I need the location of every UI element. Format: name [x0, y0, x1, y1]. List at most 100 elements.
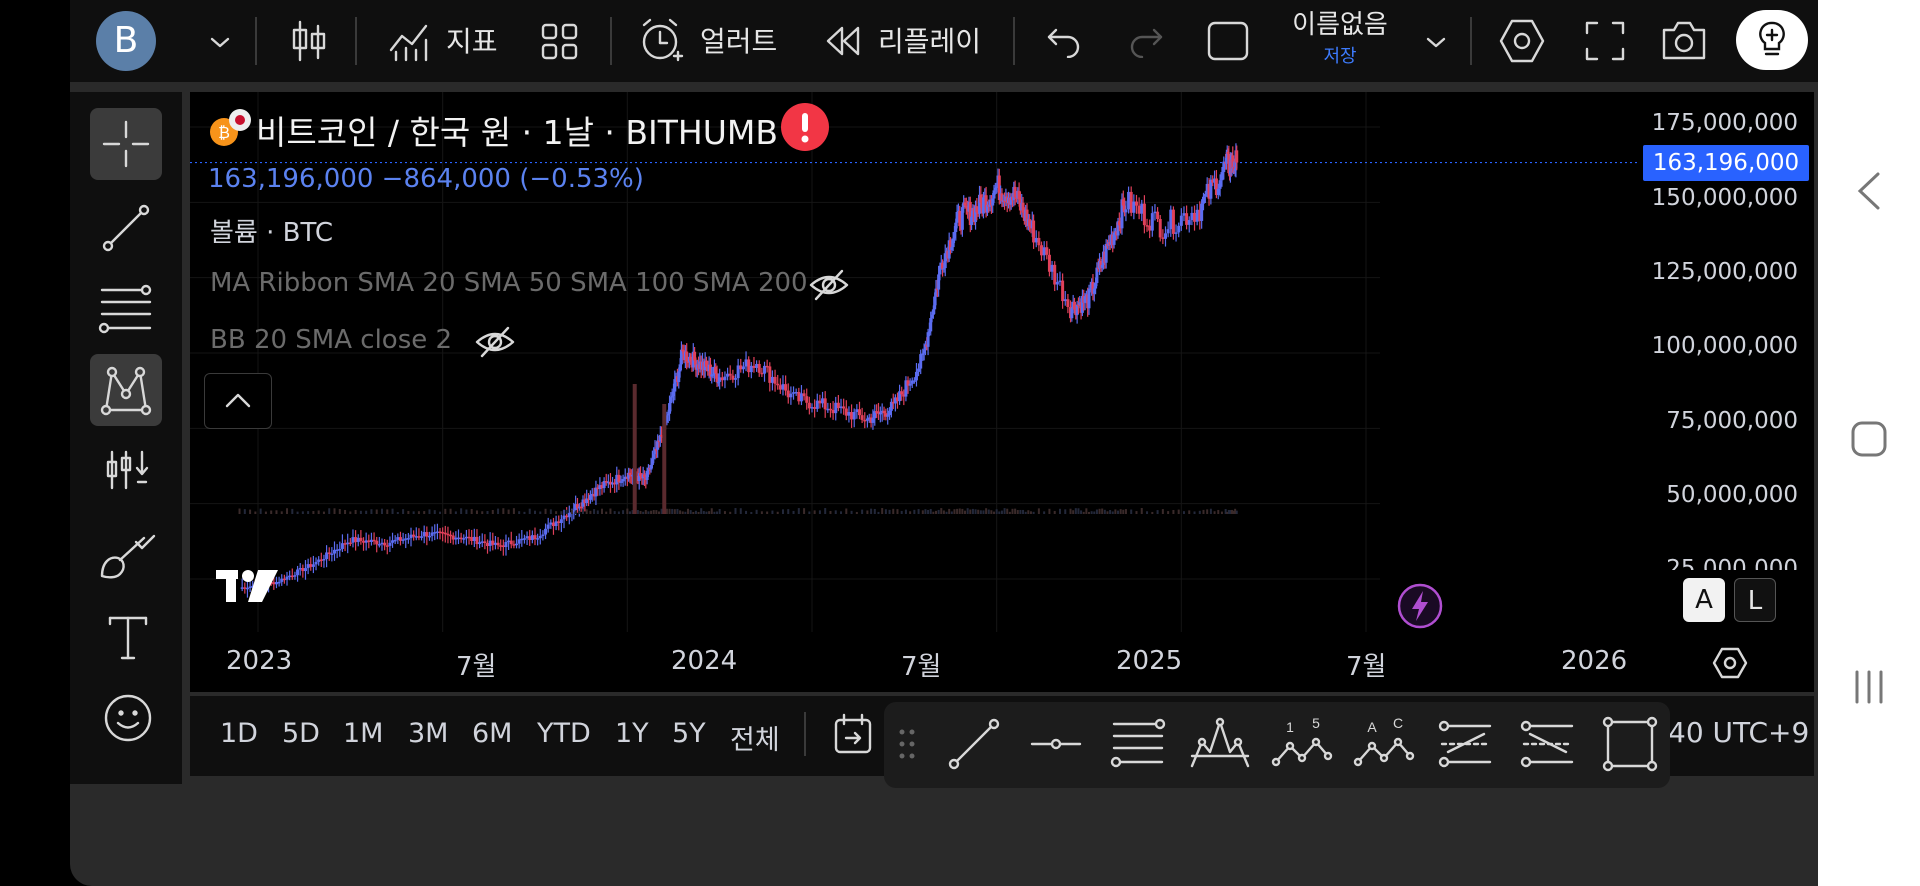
axis-settings-icon[interactable] [1712, 646, 1748, 680]
volume-bar [1072, 510, 1075, 514]
candle-body [752, 365, 756, 368]
rectangle-tool-icon[interactable] [1598, 712, 1662, 776]
indicators-icon[interactable] [388, 20, 430, 62]
candle-body [486, 543, 490, 547]
period-1m[interactable]: 1M [343, 718, 384, 749]
parallel-channel-icon[interactable] [1434, 712, 1498, 776]
alarm-clock-icon[interactable] [638, 16, 684, 64]
candle-body [602, 481, 606, 489]
volume-bar [697, 511, 700, 514]
text-tool-icon[interactable] [106, 612, 150, 662]
replay-button[interactable]: 리플레이 [878, 25, 982, 58]
volume-bar [1135, 511, 1138, 514]
layout-grid-icon[interactable] [540, 22, 580, 62]
horizontal-ray-icon[interactable] [1024, 712, 1088, 776]
volume-bar [570, 509, 573, 514]
candle-body [919, 354, 923, 369]
legend-bollinger[interactable]: BB 20 SMA close 2 [210, 325, 453, 355]
prediction-measure-icon[interactable] [104, 448, 150, 492]
volume-bar [507, 509, 510, 514]
candle-body [604, 481, 608, 483]
period-1y[interactable]: 1Y [615, 718, 649, 749]
volume-bar [977, 509, 980, 514]
candle-body [1124, 209, 1128, 213]
trend-line-icon[interactable] [942, 712, 1006, 776]
time-axis-label: 7월 [1346, 652, 1387, 682]
indicators-button[interactable]: 지표 [446, 25, 498, 58]
period-all[interactable]: 전체 [730, 725, 780, 756]
save-status[interactable]: 저장 [1323, 46, 1357, 67]
home-nav-icon[interactable] [1850, 420, 1888, 458]
chevron-down-icon[interactable] [208, 30, 232, 54]
volume-bar [544, 508, 547, 514]
symbol-title[interactable]: 비트코인 / 한국 원 · 1날 · BITHUMB [256, 113, 779, 152]
alert-button[interactable]: 얼러트 [700, 25, 778, 58]
candle-body [512, 544, 516, 546]
volume-bar [781, 509, 784, 514]
candle-body [393, 539, 397, 542]
eye-hidden-icon[interactable] [808, 268, 850, 302]
fib-levels-icon[interactable] [1106, 712, 1170, 776]
volume-bar [990, 510, 993, 514]
legend-volume[interactable]: 볼륨 · BTC [210, 218, 333, 248]
candle-body [792, 392, 796, 394]
eye-hidden-icon[interactable] [474, 325, 516, 359]
emoji-icon[interactable] [102, 692, 154, 744]
fib-retracement-icon[interactable] [98, 284, 154, 334]
period-5y[interactable]: 5Y [672, 718, 706, 749]
undo-icon[interactable] [1046, 22, 1082, 58]
volume-bar [1093, 511, 1096, 514]
legend-ma-ribbon[interactable]: MA Ribbon SMA 20 SMA 50 SMA 100 SMA 200 [210, 268, 808, 298]
log-scale-button[interactable]: L [1734, 578, 1776, 622]
alert-exclamation-icon[interactable] [780, 102, 830, 152]
camera-icon[interactable] [1660, 18, 1708, 62]
time-axis-label: 2023 [226, 646, 293, 676]
redo-icon[interactable] [1128, 22, 1164, 58]
volume-bar [449, 508, 452, 514]
candle-body [462, 538, 466, 540]
volume-bar [1151, 511, 1154, 514]
goto-date-icon[interactable] [832, 712, 876, 756]
candle-body [536, 538, 540, 540]
price-chart[interactable] [190, 92, 1640, 632]
candle-body [930, 314, 934, 319]
candlestick-icon[interactable] [288, 18, 330, 64]
fullscreen-icon[interactable] [1584, 20, 1626, 62]
user-avatar[interactable]: B [96, 11, 156, 71]
volume-bar [1024, 511, 1027, 514]
brush-icon[interactable] [98, 528, 158, 580]
volume-bar [1074, 508, 1077, 514]
back-nav-icon[interactable] [1854, 170, 1884, 212]
trend-line-icon[interactable] [100, 202, 152, 254]
settings-hexagon-icon[interactable] [1498, 18, 1546, 64]
recents-nav-icon[interactable] [1850, 668, 1888, 706]
volume-bar [1080, 510, 1083, 514]
layout-name[interactable]: 이름없음 [1292, 10, 1388, 40]
volume-bar [317, 510, 320, 514]
volume-bar [1014, 508, 1017, 514]
timezone-label[interactable]: 40 UTC+9 [1668, 716, 1810, 749]
candle-body [459, 537, 463, 540]
crosshair-tool-button[interactable] [90, 108, 162, 180]
period-ytd[interactable]: YTD [537, 718, 591, 749]
chevron-down-icon[interactable] [1424, 30, 1448, 54]
candle-body [557, 521, 561, 524]
regression-channel-icon[interactable] [1516, 712, 1580, 776]
period-1d[interactable]: 1D [220, 718, 258, 749]
collapse-legend-button[interactable] [204, 373, 272, 429]
volume-bar [1098, 508, 1101, 514]
period-3m[interactable]: 3M [408, 718, 449, 749]
period-6m[interactable]: 6M [472, 718, 513, 749]
head-shoulders-icon[interactable] [1188, 712, 1252, 776]
drag-handle-icon[interactable] [896, 726, 918, 762]
period-5d[interactable]: 5D [282, 718, 320, 749]
volume-bar [1117, 510, 1120, 514]
auto-scale-button[interactable]: A [1683, 578, 1725, 622]
volume-bar [982, 510, 985, 514]
replay-icon[interactable] [824, 24, 862, 58]
lightning-icon[interactable] [1396, 582, 1444, 630]
fullscreen-square-icon[interactable] [1206, 20, 1250, 62]
candle-body [1104, 244, 1108, 263]
